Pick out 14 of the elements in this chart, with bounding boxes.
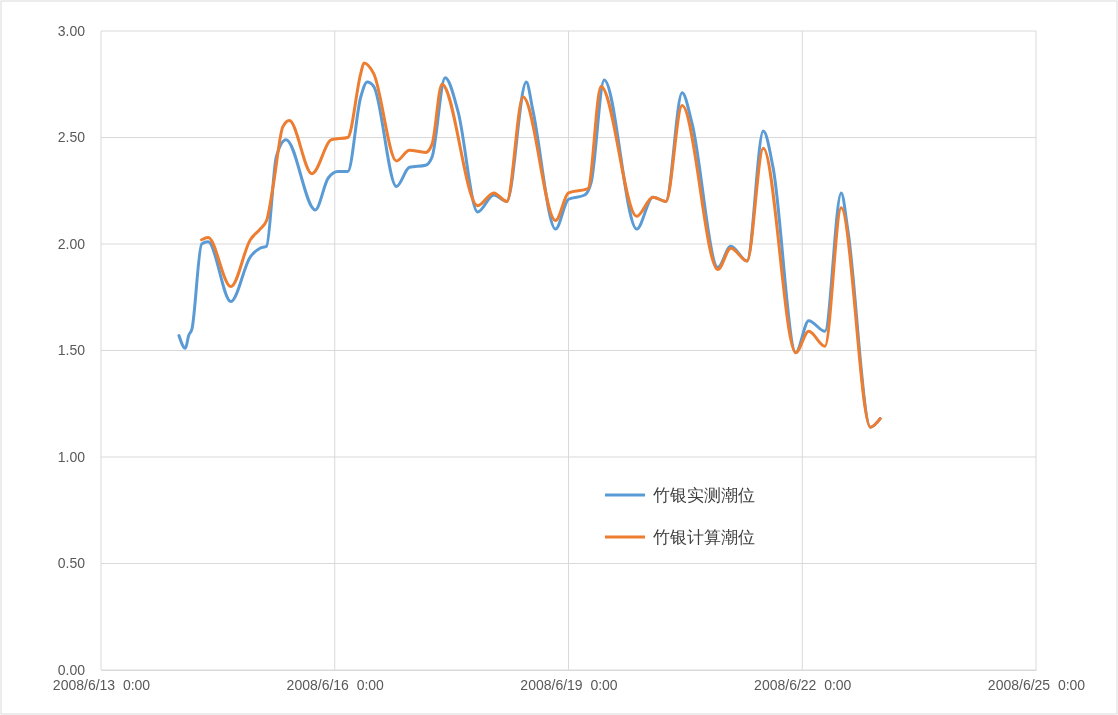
x-tick-label: 2008/6/22 0:00 [754,676,852,693]
y-tick-label: 1.50 [57,342,86,359]
x-tick-label: 2008/6/16 0:00 [286,676,385,693]
y-tick-label: 2.00 [57,235,86,252]
y-tick-label: 1.00 [57,448,86,465]
legend-label: 竹银实测潮位 [653,485,755,505]
y-tick-label: 3.00 [57,22,86,39]
y-tick-label: 0.00 [57,661,86,678]
x-tick-label: 2008/6/13 0:00 [52,676,151,693]
y-tick-label: 0.50 [57,555,86,572]
x-tick-label: 2008/6/25 0:00 [987,676,1086,693]
legend-label: 竹银计算潮位 [653,527,755,547]
y-tick-label: 2.50 [57,129,86,146]
x-tick-label: 2008/6/19 0:00 [520,676,618,693]
